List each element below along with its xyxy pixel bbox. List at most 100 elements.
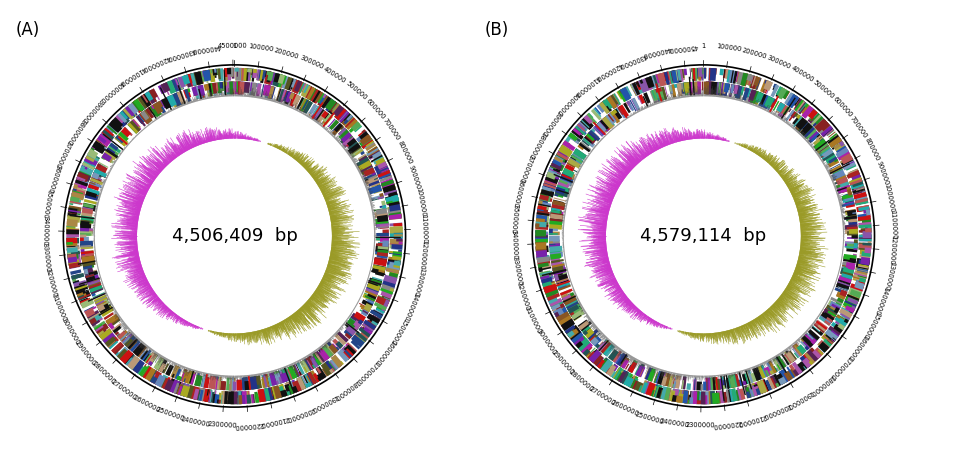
Wedge shape — [849, 169, 859, 177]
Wedge shape — [327, 354, 330, 358]
Wedge shape — [141, 365, 151, 378]
Text: 900000: 900000 — [876, 160, 889, 186]
Wedge shape — [379, 215, 388, 217]
Wedge shape — [563, 295, 575, 302]
Wedge shape — [716, 390, 724, 404]
Wedge shape — [149, 90, 157, 102]
Wedge shape — [314, 91, 323, 102]
Wedge shape — [850, 285, 863, 293]
Wedge shape — [206, 83, 213, 97]
Wedge shape — [272, 380, 279, 386]
Wedge shape — [362, 327, 372, 335]
Wedge shape — [858, 205, 870, 211]
Wedge shape — [105, 336, 116, 347]
Wedge shape — [297, 81, 305, 89]
Wedge shape — [710, 82, 716, 86]
Wedge shape — [549, 228, 558, 231]
Wedge shape — [207, 70, 210, 74]
Wedge shape — [707, 82, 711, 88]
Wedge shape — [202, 70, 209, 77]
Wedge shape — [139, 351, 149, 361]
Wedge shape — [564, 298, 575, 306]
Text: 3400000: 3400000 — [41, 216, 48, 245]
Wedge shape — [203, 70, 211, 82]
Wedge shape — [669, 84, 675, 94]
Wedge shape — [71, 194, 84, 200]
Wedge shape — [380, 236, 389, 242]
Text: 1100000: 1100000 — [889, 210, 897, 239]
Wedge shape — [637, 95, 643, 104]
Wedge shape — [123, 353, 135, 365]
Wedge shape — [571, 309, 585, 320]
Wedge shape — [85, 192, 97, 199]
Wedge shape — [536, 221, 546, 228]
Wedge shape — [323, 111, 328, 117]
Wedge shape — [546, 169, 559, 178]
Wedge shape — [549, 164, 561, 172]
Wedge shape — [189, 74, 192, 86]
Wedge shape — [361, 309, 368, 317]
Wedge shape — [271, 387, 277, 399]
Wedge shape — [660, 372, 670, 386]
Wedge shape — [769, 369, 776, 375]
Wedge shape — [550, 162, 560, 169]
Wedge shape — [325, 99, 337, 111]
Wedge shape — [786, 361, 790, 365]
Wedge shape — [543, 282, 556, 290]
Wedge shape — [617, 354, 627, 366]
Wedge shape — [806, 332, 816, 343]
Wedge shape — [261, 390, 266, 402]
Wedge shape — [551, 262, 565, 266]
Wedge shape — [698, 68, 701, 81]
Wedge shape — [345, 329, 353, 337]
Wedge shape — [813, 117, 823, 127]
Wedge shape — [162, 378, 172, 390]
Wedge shape — [376, 154, 383, 160]
Wedge shape — [854, 246, 857, 251]
Wedge shape — [549, 241, 553, 244]
Wedge shape — [359, 155, 367, 162]
Wedge shape — [80, 237, 84, 241]
Wedge shape — [216, 383, 221, 390]
Wedge shape — [231, 398, 238, 404]
Wedge shape — [684, 394, 691, 404]
Wedge shape — [773, 84, 777, 88]
Wedge shape — [366, 307, 370, 312]
Wedge shape — [717, 82, 719, 95]
Wedge shape — [300, 359, 311, 373]
Wedge shape — [835, 315, 848, 324]
Wedge shape — [823, 312, 835, 321]
Wedge shape — [299, 82, 307, 93]
Wedge shape — [396, 232, 403, 234]
Wedge shape — [87, 278, 100, 287]
Wedge shape — [715, 82, 722, 95]
Wedge shape — [96, 140, 102, 145]
Wedge shape — [850, 170, 860, 180]
Wedge shape — [568, 306, 579, 314]
Wedge shape — [697, 381, 701, 390]
Text: 3700000: 3700000 — [55, 139, 73, 169]
Wedge shape — [581, 324, 590, 334]
Wedge shape — [306, 87, 316, 100]
Wedge shape — [230, 82, 233, 94]
Wedge shape — [323, 343, 336, 357]
Wedge shape — [691, 68, 696, 72]
Wedge shape — [765, 370, 769, 377]
Wedge shape — [305, 373, 314, 386]
Wedge shape — [365, 175, 378, 183]
Wedge shape — [729, 389, 733, 402]
Wedge shape — [848, 169, 859, 177]
Wedge shape — [669, 374, 675, 388]
Wedge shape — [555, 312, 564, 318]
Wedge shape — [800, 123, 812, 136]
Wedge shape — [323, 94, 326, 98]
Wedge shape — [83, 160, 96, 168]
Wedge shape — [353, 320, 362, 329]
Wedge shape — [848, 249, 857, 251]
Wedge shape — [194, 373, 200, 386]
Wedge shape — [334, 107, 347, 120]
Wedge shape — [785, 110, 794, 121]
Wedge shape — [382, 205, 387, 210]
Wedge shape — [858, 237, 872, 239]
Wedge shape — [641, 382, 648, 394]
